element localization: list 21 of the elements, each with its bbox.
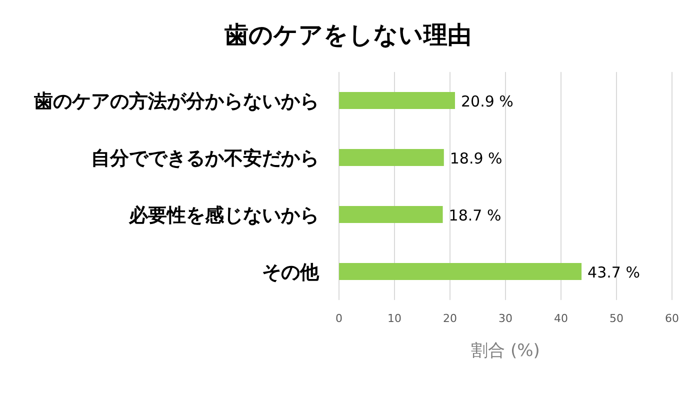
data-label: 43.7 % — [588, 264, 640, 282]
data-label: 20.9 % — [460, 92, 514, 110]
bar — [339, 263, 582, 280]
chart-title: 歯のケアをしない理由 — [224, 21, 472, 49]
data-label: 18.7 % — [448, 206, 502, 224]
x-tick-label: 20 — [443, 312, 457, 325]
y-tick-label: その他 — [262, 262, 320, 284]
y-tick-label: 自分でできるか不安だから — [91, 148, 319, 170]
x-tick-label: 50 — [610, 312, 624, 325]
x-tick-label: 40 — [554, 312, 568, 325]
x-tick-label: 10 — [388, 312, 402, 325]
bar — [339, 206, 443, 223]
x-axis-title: 割合 (%) — [471, 341, 540, 361]
x-tick-label: 60 — [665, 312, 679, 325]
x-tick-label: 0 — [336, 312, 342, 325]
y-tick-label: 歯のケアの方法が分からないから — [33, 90, 319, 112]
bar — [339, 92, 455, 109]
y-tick-label: 必要性を感じないから — [128, 204, 319, 226]
x-tick-label: 30 — [498, 312, 512, 325]
data-label: 18.9 % — [450, 150, 502, 168]
bar — [339, 149, 444, 166]
